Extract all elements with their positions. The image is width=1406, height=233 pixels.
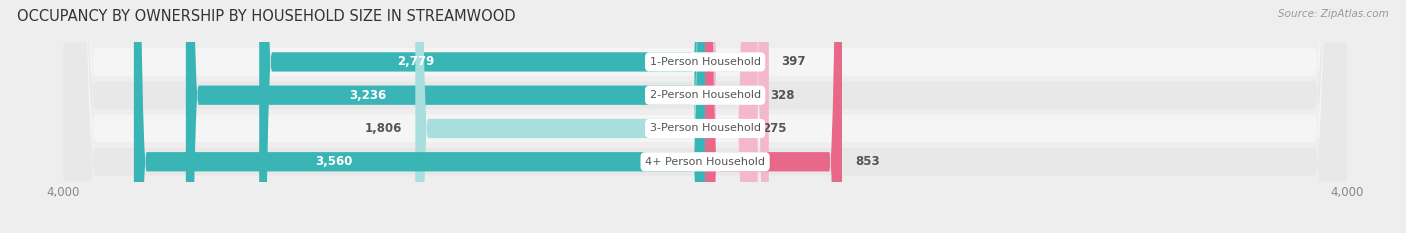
Text: 3-Person Household: 3-Person Household [650, 123, 761, 134]
Text: 328: 328 [770, 89, 794, 102]
FancyBboxPatch shape [63, 0, 1347, 233]
Text: 3,236: 3,236 [349, 89, 387, 102]
FancyBboxPatch shape [259, 0, 704, 233]
Text: 4+ Person Household: 4+ Person Household [645, 157, 765, 167]
FancyBboxPatch shape [63, 0, 1347, 233]
Text: OCCUPANCY BY OWNERSHIP BY HOUSEHOLD SIZE IN STREAMWOOD: OCCUPANCY BY OWNERSHIP BY HOUSEHOLD SIZE… [17, 9, 516, 24]
Text: 853: 853 [855, 155, 879, 168]
Text: 2,779: 2,779 [396, 55, 434, 69]
Text: 3,560: 3,560 [315, 155, 353, 168]
Text: 1,806: 1,806 [366, 122, 402, 135]
FancyBboxPatch shape [415, 0, 704, 233]
Text: 1-Person Household: 1-Person Household [650, 57, 761, 67]
Text: 397: 397 [782, 55, 806, 69]
FancyBboxPatch shape [704, 0, 842, 233]
Text: Source: ZipAtlas.com: Source: ZipAtlas.com [1278, 9, 1389, 19]
FancyBboxPatch shape [186, 0, 704, 233]
FancyBboxPatch shape [63, 0, 1347, 233]
FancyBboxPatch shape [704, 0, 769, 233]
FancyBboxPatch shape [63, 0, 1347, 233]
FancyBboxPatch shape [704, 0, 749, 233]
FancyBboxPatch shape [134, 0, 704, 233]
Text: 2-Person Household: 2-Person Household [650, 90, 761, 100]
Text: 275: 275 [762, 122, 786, 135]
FancyBboxPatch shape [704, 0, 758, 233]
